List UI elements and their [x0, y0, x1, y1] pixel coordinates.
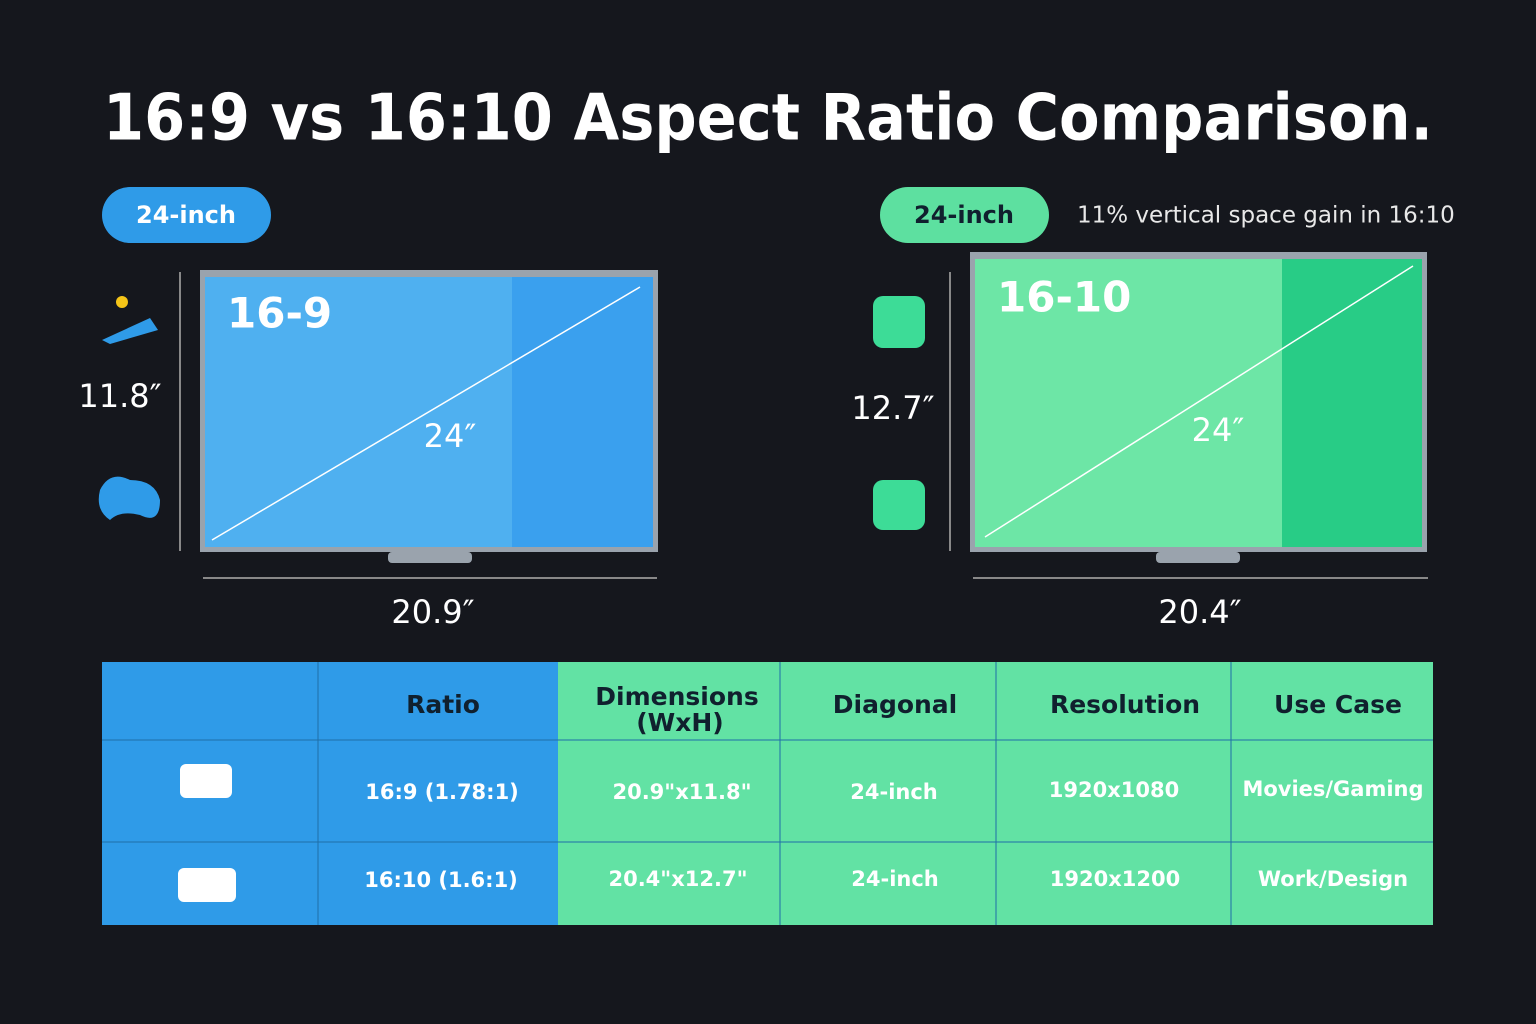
header: Use Case [1274, 690, 1402, 719]
cell: 20.4"x12.7" [608, 867, 747, 891]
icon [116, 296, 128, 308]
icon [873, 296, 925, 348]
table-grid [102, 662, 1433, 925]
height-label: 11.8″ [78, 377, 161, 415]
header: Diagonal [833, 690, 958, 719]
stand [1156, 552, 1240, 563]
cell: 20.9"x11.8" [612, 780, 751, 804]
badge-text: 24-inch [914, 201, 1014, 229]
cell: 1920x1200 [1050, 867, 1180, 891]
screen [205, 277, 512, 547]
icon [873, 480, 925, 530]
cell: 16:9 (1.78:1) [365, 780, 519, 804]
screen-label: 16-10 [997, 273, 1131, 322]
screen-shade [1282, 259, 1422, 547]
diagonal-label: 24″ [424, 417, 477, 455]
diagonal-label: 24″ [1192, 411, 1245, 449]
header-note: (WxH) [636, 708, 723, 737]
header: Ratio [406, 690, 480, 719]
row-icon [178, 868, 236, 902]
row-icon [180, 764, 232, 798]
badge-text: 24-inch [136, 201, 236, 229]
diagonal-line [211, 286, 641, 541]
height-label: 12.7″ [851, 389, 934, 427]
badge [102, 187, 271, 243]
note: 11% vertical space gain in 16:10 [1077, 203, 1455, 229]
screen-label: 16-9 [227, 289, 332, 338]
width-label: 20.9″ [391, 593, 474, 631]
cell: 1920x1080 [1049, 778, 1179, 802]
stand [388, 552, 472, 563]
header: Dimensions [595, 682, 758, 711]
cell: 16:10 (1.6:1) [364, 868, 518, 892]
diagonal-line [984, 265, 1414, 538]
screen [975, 259, 1282, 547]
width-label: 20.4″ [1158, 593, 1241, 631]
icon [102, 318, 158, 344]
cell: Work/Design [1258, 867, 1408, 891]
cell: 24-inch [851, 867, 939, 891]
cell: Movies/Gaming [1242, 777, 1423, 801]
icon [98, 476, 160, 520]
screen-shade [512, 277, 653, 547]
badge [880, 187, 1049, 243]
title: 16:9 vs 16:10 Aspect Ratio Comparison. [103, 82, 1433, 156]
cell: 24-inch [850, 780, 938, 804]
header: Resolution [1050, 690, 1200, 719]
